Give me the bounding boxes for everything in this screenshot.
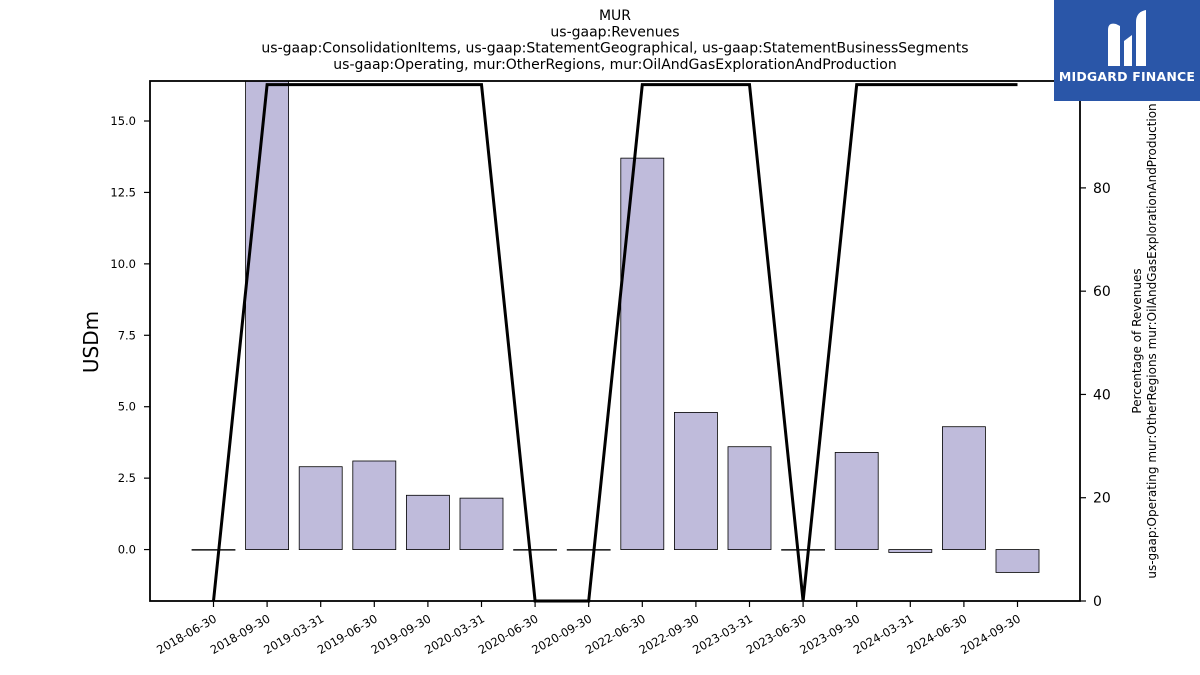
y2-tick-label: 80 xyxy=(1093,181,1111,197)
x-tick-label: 2019-06-30 xyxy=(315,611,380,657)
y2-tick-label: 60 xyxy=(1093,284,1111,300)
y-tick-label: 5.0 xyxy=(118,400,136,414)
y2-label-line: us-gaap:Operating mur:OtherRegions mur:O… xyxy=(1145,103,1159,578)
x-tick-label: 2020-03-31 xyxy=(422,611,487,657)
bar xyxy=(405,494,450,550)
x-tick-label: 2020-06-30 xyxy=(476,611,541,657)
x-tick-label: 2024-06-30 xyxy=(905,611,970,657)
y-tick-label: 0.0 xyxy=(118,543,136,557)
title-line: MUR xyxy=(599,8,631,24)
x-tick-label: 2020-09-30 xyxy=(529,611,594,657)
bar xyxy=(191,549,236,551)
percentage-line xyxy=(212,83,1018,603)
y2-tick-label: 40 xyxy=(1093,387,1111,403)
x-tick-label: 2024-09-30 xyxy=(958,611,1023,657)
x-tick-label: 2019-03-31 xyxy=(261,611,326,657)
title-line: us-gaap:ConsolidationItems, us-gaap:Stat… xyxy=(261,41,968,57)
bar xyxy=(352,460,397,550)
x-tick-label: 2023-09-30 xyxy=(797,611,862,657)
y2-tick-label: 20 xyxy=(1093,491,1111,507)
brand-logo: MIDGARD FINANCE xyxy=(1054,0,1200,101)
y-tick-label: 2.5 xyxy=(118,471,136,485)
y2-tick-label: 0 xyxy=(1093,594,1102,610)
series-line xyxy=(212,83,1018,603)
bar xyxy=(674,412,718,550)
y2-axis-ticks: 020406080100 xyxy=(1080,78,1120,610)
bar xyxy=(566,549,611,551)
x-tick-label: 2018-09-30 xyxy=(208,611,273,657)
plot-frame xyxy=(149,80,1081,602)
y-tick-label: 7.5 xyxy=(118,328,136,342)
y-axis-ticks: 0.0 2.5 5.0 7.5 10.0 12.5 15.0 xyxy=(110,114,150,557)
y-tick-label: 10.0 xyxy=(110,257,136,271)
x-tick-label: 2022-06-30 xyxy=(583,611,648,657)
x-tick-label: 2023-03-31 xyxy=(690,611,755,657)
y-tick-label: 15.0 xyxy=(110,114,136,128)
x-tick-label: 2023-06-30 xyxy=(744,611,809,657)
bar xyxy=(298,466,343,550)
x-tick-label: 2018-06-30 xyxy=(154,611,219,657)
title-line: us-gaap:Operating, mur:OtherRegions, mur… xyxy=(333,57,896,73)
bar xyxy=(781,549,825,551)
bar xyxy=(942,426,986,550)
bars xyxy=(191,81,1040,573)
title-line: us-gaap:Revenues xyxy=(550,24,679,40)
bar xyxy=(459,497,504,550)
logo-text: MIDGARD FINANCE xyxy=(1058,69,1196,84)
y-axis-label: USDm xyxy=(79,311,103,373)
bar xyxy=(513,549,557,551)
y2-axis-label: Percentage of Revenues us-gaap:Operating … xyxy=(1130,103,1159,578)
bar xyxy=(834,452,879,550)
bar xyxy=(245,81,290,550)
bar xyxy=(995,549,1040,573)
chart-title: MURus-gaap:Revenuesus-gaap:Consolidation… xyxy=(261,8,968,73)
x-tick-label: 2024-03-31 xyxy=(851,611,916,657)
bar xyxy=(727,446,772,550)
bar xyxy=(888,549,933,553)
y2-label-line: Percentage of Revenues xyxy=(1130,268,1144,413)
y-tick-label: 12.5 xyxy=(110,185,136,199)
x-axis-ticks: 2018-06-302018-09-302019-03-312019-06-30… xyxy=(154,601,1023,657)
x-tick-label: 2019-09-30 xyxy=(369,611,434,657)
logo-mark-icon xyxy=(1108,10,1146,67)
x-tick-label: 2022-09-30 xyxy=(637,611,702,657)
